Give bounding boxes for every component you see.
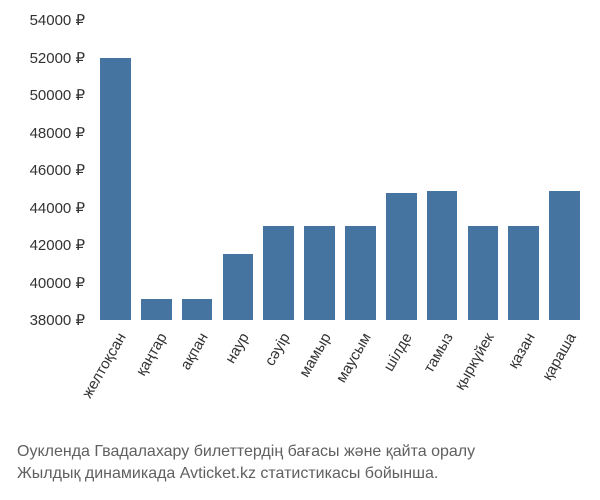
y-axis: 38000 ₽40000 ₽42000 ₽44000 ₽46000 ₽48000… (0, 20, 90, 320)
x-tick-label: шілде (381, 330, 416, 374)
x-label-slot: маусым (340, 325, 381, 445)
bar (304, 226, 335, 320)
x-label-slot: ақпан (177, 325, 218, 445)
y-tick-label: 48000 ₽ (30, 124, 85, 142)
bar (263, 226, 294, 320)
x-label-slot: мамыр (299, 325, 340, 445)
bar-slot (422, 20, 463, 320)
bars-group (95, 20, 585, 320)
bar-slot (258, 20, 299, 320)
caption-line-2: Жылдық динамикада Avticket.kz статистика… (17, 463, 475, 485)
bar (141, 299, 172, 320)
y-tick-label: 52000 ₽ (30, 49, 85, 67)
bar-slot (462, 20, 503, 320)
y-tick-label: 46000 ₽ (30, 161, 85, 179)
x-tick-label: маусым (333, 330, 375, 386)
y-tick-label: 42000 ₽ (30, 236, 85, 254)
x-tick-label: қазан (505, 330, 539, 372)
bar (182, 299, 213, 320)
bar-slot (217, 20, 258, 320)
x-label-slot: қаңтар (136, 325, 177, 445)
bar-slot (95, 20, 136, 320)
y-tick-label: 54000 ₽ (30, 11, 85, 29)
bar (508, 226, 539, 320)
x-tick-label: тамыз (421, 330, 457, 376)
x-label-slot: қазан (503, 325, 544, 445)
bar-slot (136, 20, 177, 320)
x-axis: желтоқсанқаңтарақпан наур сәуірмамырмаусым… (95, 325, 585, 445)
x-label-slot: қараша (544, 325, 585, 445)
bar-slot (177, 20, 218, 320)
x-tick-label: мамыр (296, 330, 335, 380)
bar (386, 193, 417, 321)
chart-caption: Оукленда Гвадалахару билеттердің бағасы … (17, 441, 475, 486)
bar-slot (299, 20, 340, 320)
bar (427, 191, 458, 320)
y-tick-label: 40000 ₽ (30, 274, 85, 292)
x-tick-label: сәуір (261, 330, 293, 369)
bar-slot (381, 20, 422, 320)
chart-container: 38000 ₽ 40000 ₽ 42000 ₽ 44000 ₽ 46000 ₽ 48000… (0, 0, 600, 500)
x-tick-label: қараша (539, 330, 580, 384)
bar (100, 58, 131, 321)
bar (345, 226, 376, 320)
x-label-slot: желтоқсан (95, 325, 136, 445)
bar (223, 254, 254, 320)
y-tick-label: 44000 ₽ (30, 199, 85, 217)
x-label-slot: шілде (381, 325, 422, 445)
x-tick-label: қаңтар (133, 330, 171, 379)
x-label-slot: қыркүйек (462, 325, 503, 445)
y-tick-label: 38000 ₽ (30, 311, 85, 329)
x-label-slot: наур (217, 325, 258, 445)
x-tick-label: наур (222, 330, 253, 366)
x-tick-label: ақпан (177, 330, 212, 373)
bar (549, 191, 580, 320)
bar-slot (544, 20, 585, 320)
x-tick-label: желтоқсан (79, 330, 130, 401)
y-tick-label: 50000 ₽ (30, 86, 85, 104)
bar (468, 226, 499, 320)
plot-area (95, 20, 585, 320)
bar-slot (340, 20, 381, 320)
x-label-slot: сәуір (258, 325, 299, 445)
caption-line-1: Оукленда Гвадалахару билеттердің бағасы … (17, 441, 475, 463)
bar-slot (503, 20, 544, 320)
